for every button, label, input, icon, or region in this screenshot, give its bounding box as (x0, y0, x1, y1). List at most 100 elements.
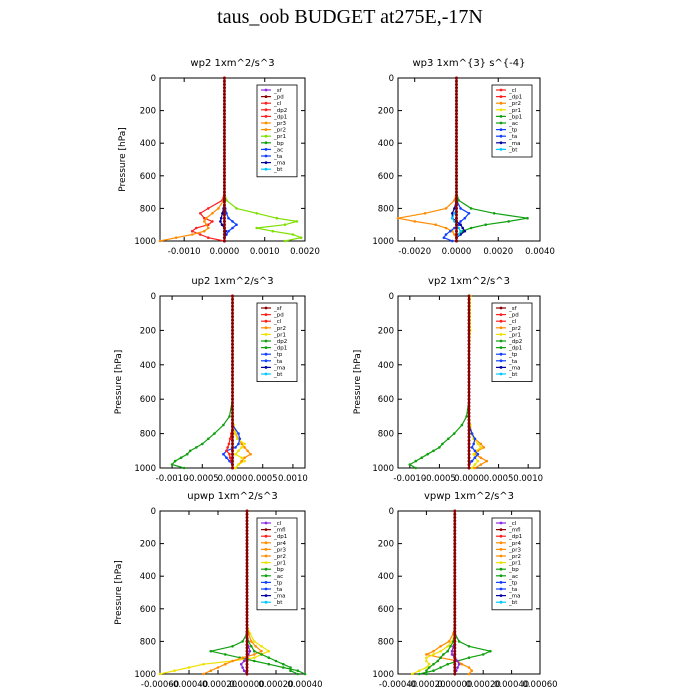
panel-4: vp2 1xm^2/s^3 0 200 400 600 800 1000-0.0010-0.… (353, 276, 543, 484)
zero-profile-marker (222, 83, 226, 86)
data-point (227, 442, 231, 446)
zero-profile-marker (231, 304, 234, 308)
legend-label: _dp2 (508, 339, 522, 345)
x-tick-label: 0.00000 (229, 680, 264, 690)
data-point (479, 442, 483, 446)
legend-label: _pr2 (273, 554, 286, 560)
zero-profile-marker (245, 600, 249, 604)
zero-profile-marker (222, 187, 226, 191)
data-point (507, 220, 511, 223)
data-point (239, 662, 243, 666)
data-point (479, 446, 483, 449)
x-tick-label: 0.00020 (258, 680, 293, 690)
zero-profile-marker (245, 646, 249, 650)
zero-profile-marker (245, 620, 249, 624)
zero-profile-marker (245, 532, 249, 536)
data-point (213, 432, 216, 435)
data-point (207, 437, 210, 441)
data-point (211, 220, 214, 223)
zero-profile-marker (454, 89, 458, 93)
legend-label: _ma (508, 365, 520, 371)
data-point (439, 645, 442, 648)
zero-profile-marker (454, 102, 458, 106)
x-tick-label: -0.0005 (186, 474, 219, 484)
zero-profile-marker (453, 617, 457, 621)
data-point (460, 662, 464, 666)
zero-profile-marker (467, 311, 471, 315)
plot-frame (397, 77, 541, 242)
data-point (283, 239, 287, 243)
data-point (250, 645, 253, 648)
zero-profile-marker (231, 435, 234, 439)
zero-profile-marker (454, 219, 458, 223)
legend-label: _bt (508, 600, 518, 606)
data-point (473, 456, 477, 460)
series-line-ac (425, 511, 456, 674)
panel-title: wp3 1xm^{3} s^{-4} (412, 58, 525, 69)
zero-profile-marker (453, 600, 457, 604)
zero-profile-marker (467, 414, 471, 418)
data-point (457, 199, 460, 202)
zero-profile-marker (454, 96, 458, 100)
legend-label: _bp (273, 141, 284, 147)
zero-profile-marker (467, 466, 471, 470)
legend-label: _bt (273, 167, 283, 173)
data-point (173, 669, 176, 672)
data-point (235, 207, 238, 210)
data-point (296, 672, 300, 676)
zero-profile-marker (245, 509, 249, 513)
x-tick-label: -0.00020 (199, 680, 237, 690)
zero-profile-marker (453, 509, 457, 513)
x-tick-label: 0.0005 (484, 474, 514, 484)
zero-profile-marker (454, 167, 458, 171)
zero-profile-marker (231, 383, 234, 387)
data-point (461, 226, 465, 230)
zero-profile-marker (222, 131, 226, 135)
data-point (241, 640, 244, 643)
data-point (207, 226, 210, 230)
data-point (451, 239, 454, 243)
legend-label: _sf (508, 306, 518, 312)
zero-profile-marker (454, 125, 458, 129)
zero-profile-marker (467, 428, 471, 432)
legend-label: _pd (508, 313, 519, 319)
legend-label: _dp2 (273, 108, 287, 114)
legend-label: _sf (273, 306, 283, 312)
zero-profile-marker (454, 154, 458, 158)
zero-profile-marker (467, 332, 471, 336)
data-point (479, 456, 483, 460)
legend-marker (499, 101, 503, 105)
data-point (481, 653, 485, 656)
data-point (228, 452, 231, 456)
data-point (423, 212, 427, 215)
legend-label: _pr4 (508, 541, 522, 547)
zero-profile-marker (453, 662, 457, 666)
legend-label: _bt (508, 372, 518, 378)
legend-marker (499, 134, 503, 138)
legend-marker (264, 326, 268, 330)
zero-profile-marker (245, 617, 249, 621)
data-point (467, 666, 471, 669)
zero-profile-marker (231, 339, 234, 343)
zero-profile-marker (222, 206, 226, 210)
y-tick-label: 0 (151, 74, 156, 84)
y-tick-label: 400 (378, 139, 394, 149)
zero-profile-marker (245, 594, 249, 598)
zero-profile-marker (231, 452, 234, 456)
legend-label: _tp (273, 352, 283, 358)
zero-profile-marker (245, 525, 249, 529)
zero-profile-marker (231, 366, 234, 370)
data-point (220, 223, 224, 226)
zero-profile-marker (231, 335, 234, 339)
zero-profile-marker (245, 542, 249, 546)
zero-profile-marker (454, 131, 458, 135)
legend-label: _tp (508, 128, 518, 134)
data-point (235, 223, 238, 226)
zero-profile-marker (231, 342, 234, 346)
plot-frame (159, 77, 306, 242)
series-line-dp1 (408, 296, 470, 469)
zero-profile-marker (222, 213, 226, 217)
zero-profile-marker (231, 414, 234, 418)
legend-marker (499, 115, 503, 118)
zero-profile-marker (245, 639, 249, 643)
